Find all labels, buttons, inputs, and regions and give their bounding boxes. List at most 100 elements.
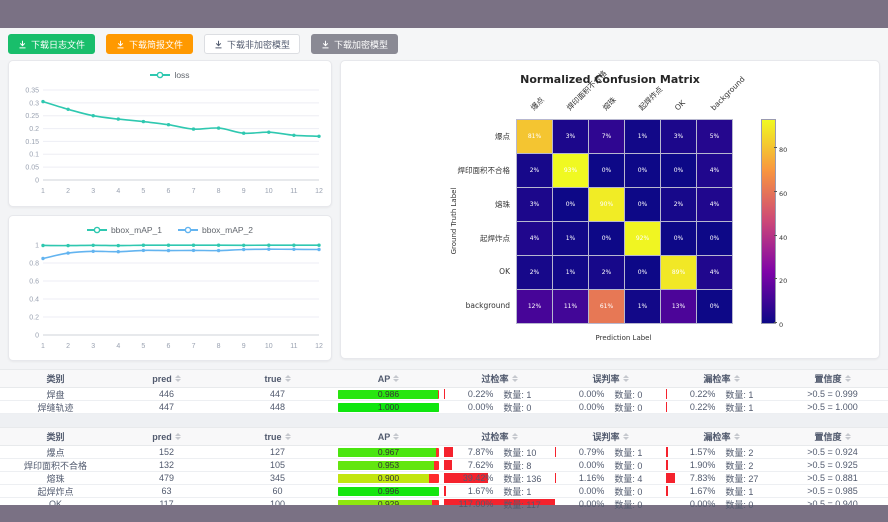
legend-item-loss[interactable]: loss	[150, 70, 190, 80]
sort-carets-icon[interactable]	[511, 433, 518, 440]
column-header-AP[interactable]: AP	[333, 432, 444, 442]
rate-bar	[444, 473, 488, 483]
sort-carets-icon[interactable]	[393, 433, 400, 440]
confusion-matrix-cell: 0%	[661, 154, 696, 187]
metrics-tables: 类别 pred true AP 过检率 误判率 漏检率 置信度 焊盘 446 447 0.986 0.2…	[0, 369, 888, 511]
rate-count: 数量: 1	[725, 402, 754, 413]
column-header-label: 漏检率	[703, 374, 731, 384]
sort-carets-icon[interactable]	[844, 433, 851, 440]
colorbar-tick	[774, 234, 777, 236]
column-header-过检率[interactable]: 过检率	[444, 372, 555, 385]
colorbar-tick-label: 0	[779, 321, 784, 329]
rate-count: 数量: 1	[725, 389, 754, 400]
button-label: 下载日志文件	[31, 39, 86, 50]
sort-carets-icon[interactable]	[284, 375, 291, 382]
pred-cell: 117	[159, 499, 174, 509]
ap-value: 0.953	[377, 460, 400, 470]
sort-carets-icon[interactable]	[393, 375, 400, 382]
svg-text:6: 6	[167, 188, 171, 195]
legend-item-bbox_mAP_2[interactable]: bbox_mAP_2	[178, 225, 253, 235]
column-header-true[interactable]: true	[222, 432, 333, 442]
sort-carets-icon[interactable]	[174, 433, 181, 440]
sort-carets-icon[interactable]	[174, 375, 181, 382]
rate-percent: 0.00%	[578, 402, 605, 412]
confusion-matrix-card: Normalized Confusion Matrix Ground Truth…	[340, 60, 880, 359]
matrix-row-label: background	[465, 300, 510, 310]
misjudge-cell: 0.00% 数量: 0	[555, 459, 666, 471]
ap-bar-track: 0.967	[338, 447, 439, 457]
column-header-true[interactable]: true	[222, 374, 333, 384]
matrix-col-label: OK	[672, 98, 687, 113]
confusion-matrix-cell: 11%	[553, 290, 588, 323]
loss-chart-legend: loss	[9, 61, 331, 82]
column-header-pred[interactable]: pred	[111, 374, 222, 384]
sort-carets-icon[interactable]	[622, 433, 629, 440]
loss-chart: 00.050.10.150.20.250.30.351 2 3 4 5 6 7 8 9 10 11 1…	[25, 87, 323, 195]
rate-percent: 0.00%	[689, 499, 716, 509]
misjudge-cell: 0.00% 数量: 0	[555, 498, 666, 510]
ap-bar-track: 0.900	[338, 473, 439, 483]
confusion-matrix-cell: 89%	[661, 256, 696, 289]
sort-carets-icon[interactable]	[284, 433, 291, 440]
sort-carets-icon[interactable]	[733, 375, 740, 382]
confusion-matrix-cell: 0%	[625, 256, 660, 289]
column-header-误判率[interactable]: 误判率	[555, 372, 666, 385]
legend-label: loss	[174, 70, 190, 80]
column-header-pred[interactable]: pred	[111, 432, 222, 442]
ap-bar-track: 0.996	[338, 486, 439, 496]
rate-count: 数量: 2	[725, 447, 754, 458]
ap-value: 1.000	[377, 402, 400, 412]
rate-percent: 0.00%	[578, 460, 605, 470]
confusion-matrix-cell: 3%	[553, 120, 588, 153]
svg-text:1: 1	[35, 242, 39, 249]
confidence-cell: >0.5 = 0.999	[807, 389, 858, 399]
svg-text:3: 3	[91, 343, 95, 350]
rate-percent: 0.00%	[578, 499, 605, 509]
svg-text:0.25: 0.25	[25, 113, 39, 120]
download-report-button[interactable]: 下载简报文件	[106, 34, 194, 54]
column-header-漏检率[interactable]: 漏检率	[666, 430, 777, 443]
confusion-matrix-cell: 0%	[697, 222, 732, 255]
confusion-matrix-cell: 2%	[589, 256, 624, 289]
true-cell: 345	[269, 473, 286, 483]
svg-text:11: 11	[290, 188, 297, 195]
column-header-置信度[interactable]: 置信度	[777, 372, 888, 385]
column-header-置信度[interactable]: 置信度	[777, 430, 888, 443]
ap-cell: 0.900	[333, 472, 444, 484]
misjudge-cell: 0.00% 数量: 0	[555, 401, 666, 413]
download-plain-model-button[interactable]: 下载非加密模型	[204, 34, 301, 54]
over-detection-cell: 1.67% 数量: 1	[444, 485, 555, 497]
column-header-label: 置信度	[814, 374, 842, 384]
rate-bar	[444, 499, 555, 509]
sort-carets-icon[interactable]	[733, 433, 740, 440]
confusion-matrix-cell: 12%	[517, 290, 552, 323]
column-header-AP[interactable]: AP	[333, 374, 444, 384]
column-header-label: AP	[377, 431, 391, 442]
sort-carets-icon[interactable]	[622, 375, 629, 382]
sort-carets-icon[interactable]	[511, 375, 518, 382]
table-row: 焊缝轨迹 447 448 1.000 0.00% 数量: 0 0.00% 数量: 0 0.22%…	[0, 401, 888, 414]
legend-item-bbox_mAP_1[interactable]: bbox_mAP_1	[86, 225, 162, 235]
rate-count: 数量: 0	[503, 402, 532, 413]
column-header-过检率[interactable]: 过检率	[444, 430, 555, 443]
download-log-button[interactable]: 下载日志文件	[8, 34, 96, 54]
svg-text:1: 1	[41, 188, 45, 195]
rate-percent: 0.00%	[578, 486, 605, 496]
dashboard-content: 下载日志文件 下载简报文件 下载非加密模型 下载加密模型 loss 0 0.05 0.1 0…	[0, 28, 888, 511]
confusion-matrix-cell: 61%	[589, 290, 624, 323]
download-encrypted-model-button[interactable]: 下载加密模型	[311, 34, 399, 54]
rate-percent: 7.87%	[467, 447, 494, 457]
ap-bar-track: 1.000	[338, 402, 439, 412]
missed-detection-cell: 0.22% 数量: 1	[666, 401, 777, 413]
rate-count: 数量: 0	[614, 499, 643, 510]
charts-area: loss 0 0.05 0.1 0.15 0.2 0.25 0.3 0.35 1 2 3 4 5 6 7 8 9…	[0, 60, 888, 361]
confidence-cell: >0.5 = 1.000	[807, 402, 858, 412]
column-header-误判率[interactable]: 误判率	[555, 430, 666, 443]
column-header-漏检率[interactable]: 漏检率	[666, 372, 777, 385]
missed-detection-cell: 7.83% 数量: 27	[666, 472, 777, 484]
pred-cell: 132	[158, 460, 175, 470]
pred-cell: 479	[158, 473, 175, 483]
sort-carets-icon[interactable]	[844, 375, 851, 382]
ap-value: 0.900	[377, 473, 400, 483]
confusion-matrix-cell: 0%	[625, 188, 660, 221]
